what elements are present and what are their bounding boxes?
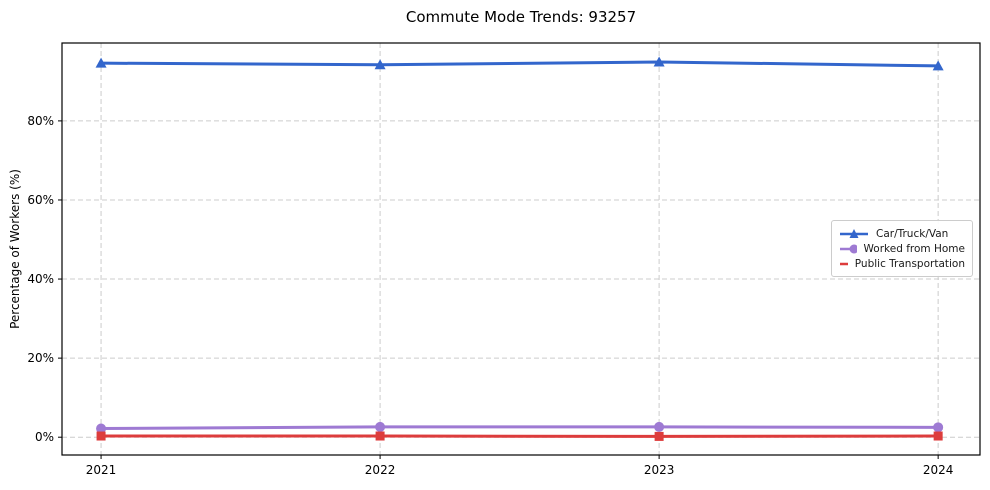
data-point-circle (933, 422, 944, 433)
x-tick-label: 2024 (922, 463, 954, 477)
data-point-square (654, 431, 664, 441)
data-point-triangle (932, 60, 944, 71)
legend-label: Public Transportation (854, 257, 965, 270)
legend: Car/Truck/Van Worked from Home Public Tran… (831, 220, 973, 277)
legend-item: Car/Truck/Van (839, 226, 965, 241)
legend-circle-swatch (840, 244, 857, 253)
legend-square-swatch (840, 262, 848, 265)
chart-title: Commute Mode Trends: 93257 (405, 8, 637, 26)
legend-label: Car/Truck/Van (876, 227, 949, 240)
y-tick-label: 60% (27, 192, 54, 207)
legend-item: Worked from Home (839, 241, 965, 256)
data-point-square (96, 431, 106, 441)
data-point-triangle (95, 57, 107, 68)
data-point-square (933, 431, 943, 441)
data-point-circle (96, 423, 107, 434)
x-tick-label: 2021 (85, 463, 117, 477)
plot-border (61, 42, 981, 456)
data-point-triangle (374, 59, 386, 70)
y-tick-label: 80% (27, 113, 54, 128)
data-point-triangle (653, 56, 665, 67)
data-point-circle (375, 421, 386, 432)
legend-label: Worked from Home (863, 242, 965, 255)
data-point-circle (654, 421, 665, 432)
y-tick-label: 0% (34, 430, 54, 445)
legend-item: Public Transportation (839, 256, 965, 271)
series-line (99, 60, 940, 68)
data-point-square (375, 431, 385, 441)
y-tick-label: 40% (27, 272, 54, 287)
x-tick-label: 2023 (643, 463, 675, 477)
series-line (99, 425, 940, 431)
y-tick-label: 20% (27, 351, 54, 366)
legend-triangle-swatch (840, 228, 868, 238)
x-tick-label: 2022 (364, 463, 396, 477)
